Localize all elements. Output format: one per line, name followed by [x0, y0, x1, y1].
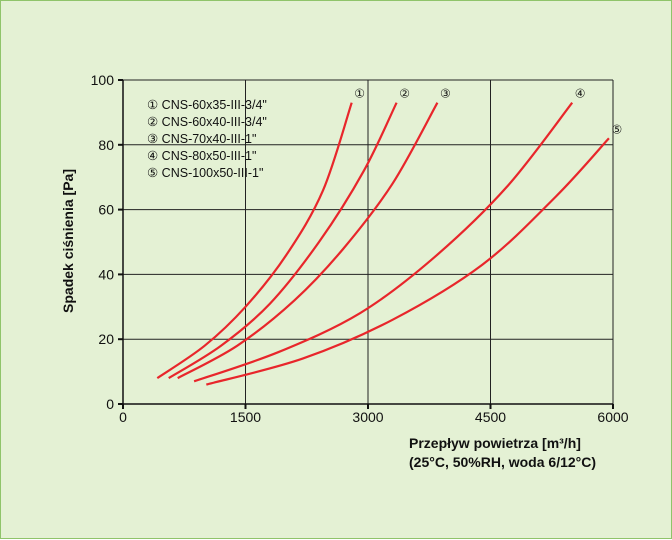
- x-axis-label-line2: (25°C, 50%RH, woda 6/12°C): [409, 454, 596, 470]
- curve-5: [206, 137, 610, 386]
- curve-2: [168, 102, 398, 380]
- curve-3: [177, 102, 439, 380]
- y-axis-label: Spadek ciśnienia [Pa]: [60, 169, 76, 313]
- legend-item-2: ② CNS-60x40-III-3/4": [147, 115, 267, 129]
- y-tick-label: 20: [98, 331, 114, 347]
- legend-item-5: ⑤ CNS-100x50-III-1": [147, 166, 263, 180]
- curve-marker-3: ③: [440, 87, 451, 101]
- axes: 0 20 40 60 80 100 0 1500 3000 4500 6000: [91, 72, 629, 425]
- curves: [156, 102, 610, 386]
- x-tick-label: 3000: [352, 409, 383, 425]
- y-tick-label: 40: [98, 266, 114, 282]
- grid: [123, 79, 614, 404]
- x-axis-label-line1: Przepływ powietrza [m³/h]: [409, 435, 581, 451]
- curve-1: [156, 102, 353, 380]
- legend-item-3: ③ CNS-70x40-III-1": [147, 132, 256, 146]
- x-tick-label: 4500: [475, 409, 506, 425]
- curve-marker-2: ②: [399, 87, 410, 101]
- y-tick-label: 60: [98, 202, 114, 218]
- curve-marker-4: ④: [575, 87, 586, 101]
- curve-marker-1: ①: [354, 87, 365, 101]
- y-tick-label: 80: [98, 137, 114, 153]
- legend-item-1: ① CNS-60x35-III-3/4": [147, 98, 267, 112]
- legend: ① CNS-60x35-III-3/4" ② CNS-60x40-III-3/4"…: [147, 98, 267, 180]
- x-tick-label: 1500: [230, 409, 261, 425]
- x-tick-label: 0: [119, 409, 127, 425]
- x-tick-label: 6000: [597, 409, 628, 425]
- curve-markers: ① ② ③ ④ ⑤: [354, 87, 622, 137]
- curve-marker-5: ⑤: [612, 122, 623, 136]
- y-tick-label: 0: [106, 396, 114, 412]
- y-tick-label: 100: [91, 72, 115, 88]
- curve-4: [193, 102, 574, 383]
- legend-item-4: ④ CNS-80x50-III-1": [147, 149, 256, 163]
